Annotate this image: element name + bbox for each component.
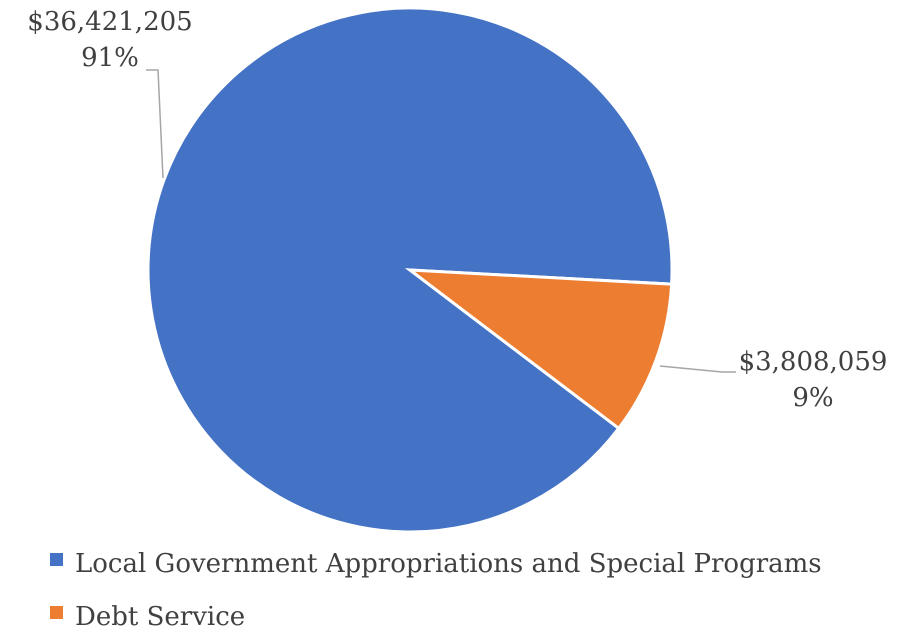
data-label-percent-local-government: 91% [81,43,139,73]
pie-slice-local-government[interactable] [146,6,674,534]
legend-swatch-debt-service [50,606,63,619]
legend-label-local-government: Local Government Appropriations and Spec… [75,549,822,579]
leader-line-local-government [146,69,164,179]
legend: Local Government Appropriations and Spec… [50,549,822,629]
legend-swatch-local-government [50,553,63,566]
pie-slice-debt-service[interactable] [405,268,674,431]
leader-line-debt-service [659,365,736,373]
data-label-value-local-government: $36,421,205 [27,7,192,37]
legend-label-debt-service: Debt Service [75,602,245,629]
data-label-value-debt-service: $3,808,059 [739,347,888,377]
data-label-percent-debt-service: 9% [792,383,833,413]
